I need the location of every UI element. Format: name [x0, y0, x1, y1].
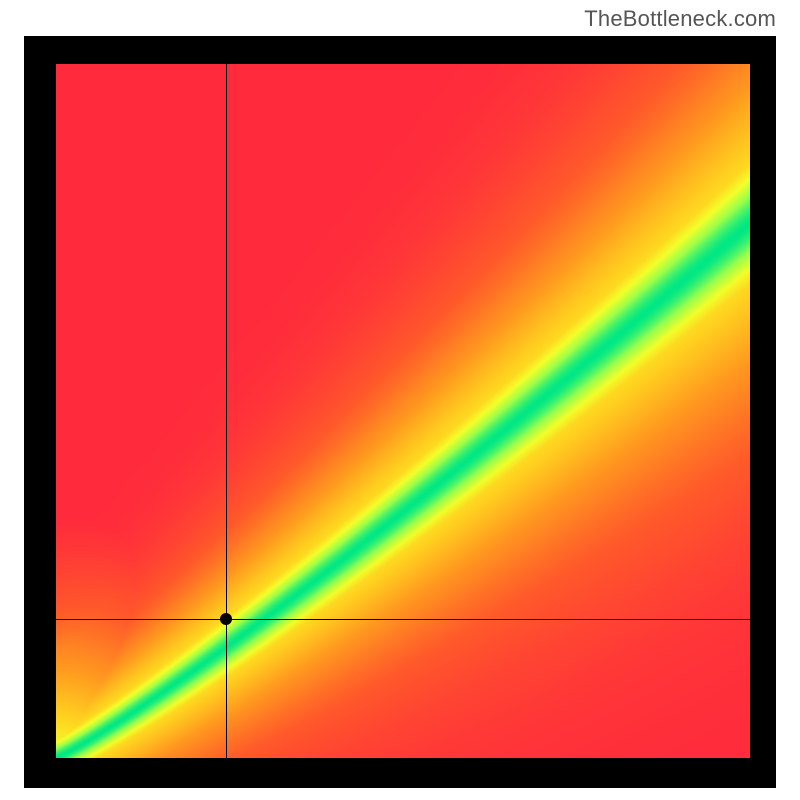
- heatmap-canvas: [56, 64, 750, 758]
- page: TheBottleneck.com: [0, 0, 800, 800]
- plot-area: [56, 64, 750, 758]
- chart-frame: [24, 36, 776, 788]
- crosshair-horizontal: [56, 619, 750, 620]
- watermark-text: TheBottleneck.com: [584, 6, 776, 32]
- crosshair-vertical: [226, 64, 227, 758]
